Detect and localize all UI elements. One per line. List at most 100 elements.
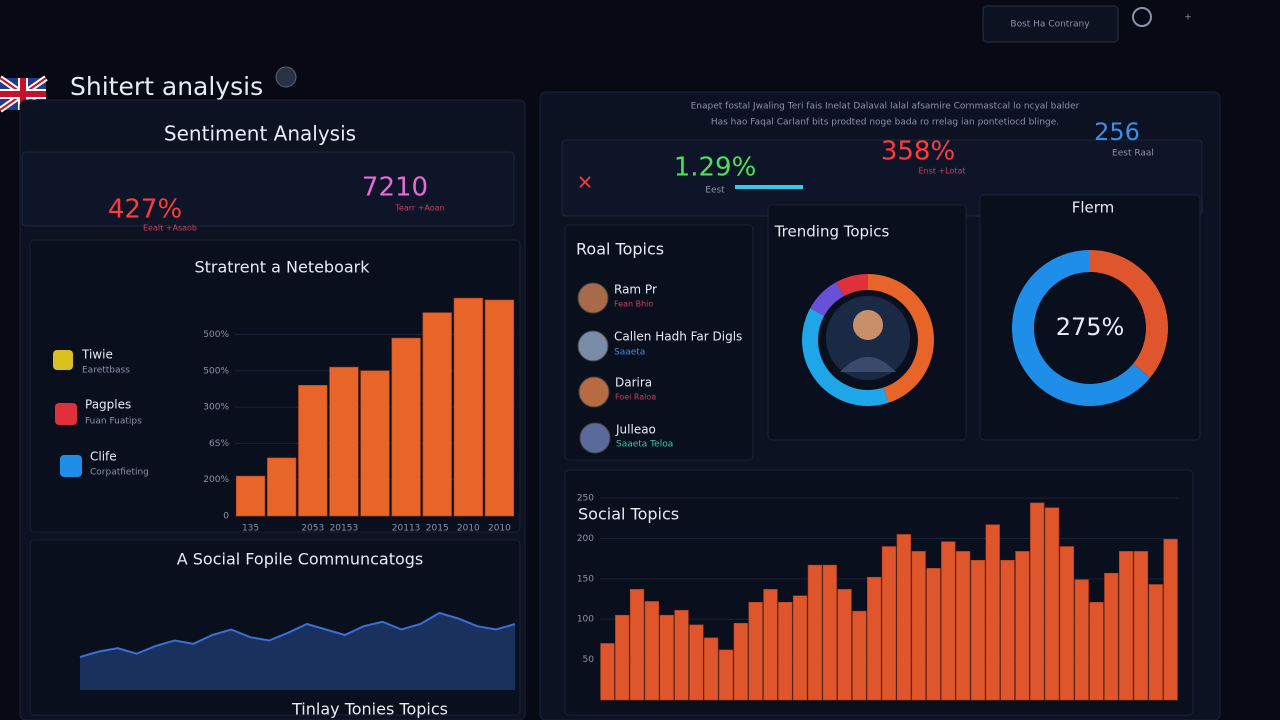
bar xyxy=(644,601,659,701)
kpi-box xyxy=(21,151,515,227)
avatar xyxy=(577,330,609,362)
x-tick-label: 2015 xyxy=(426,524,449,534)
x-tick-label: 2010 xyxy=(457,524,480,534)
bar xyxy=(852,610,867,701)
bar xyxy=(659,614,674,701)
topic-name[interactable]: Darira xyxy=(615,376,652,390)
bar xyxy=(748,601,763,701)
bar xyxy=(985,524,1000,701)
legend-icon xyxy=(55,403,77,425)
kpi-sub: Eealt +Asaob xyxy=(143,224,197,233)
topics-panel xyxy=(564,224,754,461)
bar xyxy=(778,601,793,701)
bar xyxy=(1044,507,1060,701)
info-icon[interactable] xyxy=(275,66,297,88)
line xyxy=(79,611,516,658)
settings-icon[interactable] xyxy=(1132,7,1152,27)
bar xyxy=(1119,551,1134,701)
bar xyxy=(391,337,421,517)
kpi-underline xyxy=(735,185,803,189)
avatar xyxy=(577,282,609,314)
topics-title: Roal Topics xyxy=(576,240,664,259)
bar xyxy=(1104,572,1119,701)
bar xyxy=(484,299,515,517)
legend-label: Pagples xyxy=(85,398,131,412)
bar xyxy=(329,366,359,517)
y-tick-label: 250 xyxy=(577,494,594,504)
bar xyxy=(235,475,266,517)
y-tick-label: 500% xyxy=(203,366,229,376)
legend-sub: Corpatfieting xyxy=(90,468,149,478)
search-box[interactable] xyxy=(982,5,1119,43)
kpi-sub: Tearr +Aoan xyxy=(394,204,444,213)
chart-panel xyxy=(29,539,521,716)
plus-icon[interactable]: + xyxy=(1184,13,1192,23)
donut-segment xyxy=(1011,250,1151,406)
y-tick-label: 100 xyxy=(577,615,594,625)
bar xyxy=(881,546,897,701)
bar xyxy=(941,541,956,701)
bar xyxy=(600,643,615,701)
bar xyxy=(360,370,390,517)
chart-title: Stratrent a Neteboark xyxy=(194,258,370,277)
bar xyxy=(704,637,719,701)
donut-segment xyxy=(1090,250,1168,378)
kpi-value: 7210 xyxy=(362,173,428,203)
donut-segment xyxy=(836,274,868,297)
donut-segment xyxy=(801,308,889,407)
avatar-center xyxy=(826,296,910,380)
y-tick-label: 50 xyxy=(583,655,595,665)
bar xyxy=(718,649,734,701)
y-tick-label: 500% xyxy=(203,330,229,340)
y-tick-label: 0 xyxy=(223,512,229,522)
topic-name[interactable]: Callen Hadh Far Digls xyxy=(614,330,742,344)
topic-name[interactable]: Ram Pr xyxy=(614,283,657,297)
chart-title: Trending Topics xyxy=(774,223,890,241)
kpi-value: 358% xyxy=(881,137,955,167)
donut-segment xyxy=(810,282,844,316)
bar xyxy=(422,312,452,517)
area xyxy=(80,613,515,690)
close-icon[interactable]: × xyxy=(577,170,594,194)
topic-sub: Fean Bhio xyxy=(614,300,653,309)
legend: Tiwie Earettbass Pagples Fuan Fuatips Cl… xyxy=(53,348,149,478)
topic-name[interactable]: Julleao xyxy=(615,423,656,437)
x-tick-label: 20153 xyxy=(330,524,359,534)
bar xyxy=(926,568,941,701)
kpi-value: 427% xyxy=(108,195,182,225)
bar xyxy=(1000,559,1015,701)
topic-sub: Foei Raloa xyxy=(615,393,656,402)
search-text: Bost Ha Contrany xyxy=(1010,20,1090,30)
legend-icon xyxy=(53,350,73,370)
bar xyxy=(674,610,689,701)
y-tick-label: 300% xyxy=(203,403,229,413)
legend-icon xyxy=(60,455,82,477)
bar xyxy=(792,595,808,701)
bar xyxy=(955,551,971,701)
legend-label: Clife xyxy=(90,450,117,464)
donut-center-label: 275% xyxy=(1056,313,1125,341)
bar xyxy=(970,559,986,701)
donut-segment xyxy=(868,274,934,403)
notice-line: Has hao Faqal Carlanf bits prodted noge … xyxy=(711,118,1059,128)
kpi-sub: Eest Raal xyxy=(1112,149,1154,159)
panel-title: Sentiment Analysis xyxy=(164,122,356,146)
bar xyxy=(1074,579,1089,701)
bar xyxy=(867,576,882,701)
kpi-sub: Enst +Lotat xyxy=(918,167,965,176)
bar xyxy=(1163,538,1178,701)
chart-title: Flerm xyxy=(1072,199,1115,217)
y-tick-label: 6S% xyxy=(209,439,229,449)
bar xyxy=(896,534,911,701)
y-tick-label: 200 xyxy=(577,534,594,544)
app-title: Shitert analysis xyxy=(70,72,263,101)
legend-sub: Earettbass xyxy=(82,366,130,376)
bar xyxy=(733,622,748,701)
bar xyxy=(629,589,645,701)
y-tick-label: 150 xyxy=(577,574,594,584)
bar xyxy=(763,589,778,701)
x-tick-label: 2053 xyxy=(301,524,324,534)
bar xyxy=(822,564,837,701)
